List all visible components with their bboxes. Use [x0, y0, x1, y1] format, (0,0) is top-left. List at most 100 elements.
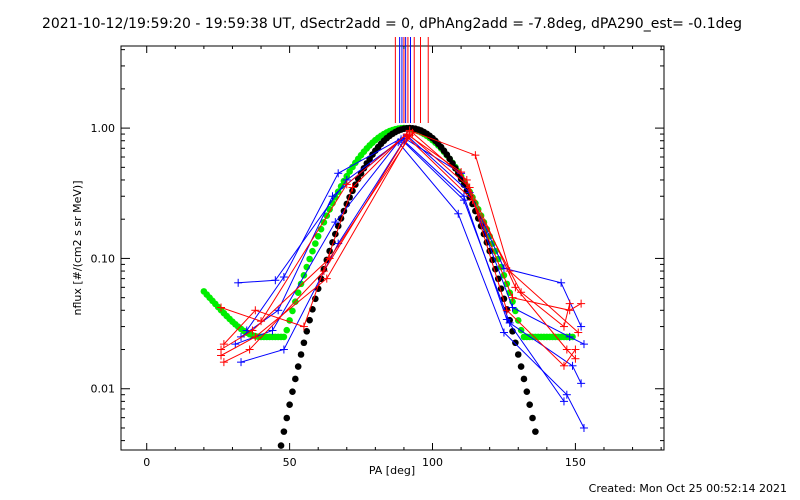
series-2-line	[240, 138, 582, 384]
x-tick-label-2: 100	[422, 456, 443, 469]
fit-curve-0-point	[340, 177, 348, 185]
fit-curve-1-point	[520, 375, 528, 383]
fit-curve-0-point	[289, 307, 296, 315]
fit-curve-0-point	[312, 240, 319, 247]
fit-curve-1-point	[283, 414, 291, 422]
series-8-point-0	[217, 351, 226, 360]
series-1-point-2	[334, 169, 343, 178]
series-9-point-0	[219, 358, 228, 367]
fit-curve-1-point	[297, 351, 305, 358]
series-1-point-7	[579, 340, 588, 349]
fit-curve-1-point	[300, 339, 308, 347]
fit-curve-1-point	[277, 442, 285, 449]
x-tick-label-1: 50	[283, 456, 297, 469]
series-3-line	[235, 141, 585, 429]
series-5-point-5	[508, 293, 517, 302]
series-8-point-1	[251, 332, 260, 341]
series-9-point-1	[245, 345, 254, 354]
series-3-point-7	[579, 423, 588, 432]
series-6-point-1	[251, 306, 260, 315]
series-1-line	[246, 134, 585, 345]
y-axis-ticks: 0.01 0.10 1.00	[91, 49, 664, 442]
series-8-line	[220, 134, 576, 360]
fit-curve-1-point	[523, 388, 531, 395]
series-3-point-6	[562, 390, 571, 399]
fit-curve-0-point	[314, 232, 322, 240]
x-tick-label-0: 0	[143, 456, 150, 469]
series-3-point-4	[454, 209, 463, 218]
fit-curve-1-point	[280, 428, 288, 435]
data-series	[217, 126, 588, 432]
x-axis-ticks: 0 50 100 150	[143, 46, 662, 469]
series-7-point-4	[462, 175, 471, 184]
fit-curve-1-point	[512, 339, 519, 347]
fit-curve-1-point	[526, 401, 533, 408]
y-axis-label: nflux [#/(cm2 s sr MeV)]	[71, 181, 84, 316]
series-9-point-2	[319, 267, 328, 276]
fit-curve-0-point	[512, 307, 519, 315]
fit-curve-0-point	[283, 326, 291, 334]
series-5-point-1	[257, 317, 266, 326]
series-5-point-2	[342, 180, 351, 189]
series-9-point-4	[468, 196, 477, 205]
series-3-point-1	[268, 326, 277, 335]
series-9-line	[223, 135, 571, 363]
series-0-point-7	[577, 322, 586, 331]
fit-curve-0-point	[306, 255, 313, 263]
series-4-point-6	[559, 397, 568, 406]
series-7-line	[220, 132, 576, 367]
series-0-point-6	[557, 278, 566, 287]
series-9-point-6	[559, 322, 568, 331]
series-6-point-5	[471, 151, 480, 160]
series-8-point-4	[465, 183, 474, 192]
series-0-line	[238, 137, 582, 327]
x-tick-label-3: 150	[565, 456, 586, 469]
plot-frame	[120, 45, 665, 451]
series-2-point-2	[328, 192, 337, 201]
fit-curve-0-point	[326, 206, 333, 213]
series-7-point-1	[248, 326, 257, 335]
series-6-line	[223, 129, 579, 345]
fit-curve-0-point	[294, 289, 302, 296]
fit-curve-1-point	[529, 414, 536, 422]
series-0-point-1	[271, 276, 280, 285]
fit-curves	[200, 124, 576, 449]
series-0-point-0	[234, 278, 243, 287]
fit-curve-1-point	[306, 316, 313, 324]
creation-timestamp: Created: Mon Oct 25 00:52:14 2021	[589, 482, 787, 495]
series-8-point-6	[562, 345, 571, 354]
fit-curve-1-point	[514, 351, 522, 358]
series-9-point-5	[517, 288, 526, 297]
series-4-point-1	[279, 345, 288, 354]
series-6-point-3	[348, 183, 357, 192]
fit-curve-1-point	[303, 327, 311, 335]
series-6-point-0	[219, 340, 228, 349]
series-2-point-1	[274, 306, 283, 315]
series-8-point-2	[322, 274, 331, 283]
series-5-point-0	[217, 303, 226, 312]
series-2-point-6	[568, 361, 577, 370]
fit-curve-1-point	[289, 388, 296, 395]
series-3-point-2	[331, 218, 340, 227]
series-3-point-5	[499, 328, 508, 337]
series-4-point-5	[502, 315, 511, 324]
y-tick-label-2: 1.00	[91, 122, 116, 135]
series-6-point-7	[574, 328, 583, 337]
series-2-point-7	[577, 379, 586, 388]
fit-curve-1-point	[532, 428, 539, 435]
series-5-point-7	[577, 299, 586, 308]
fit-curve-1-point	[346, 193, 353, 201]
fit-curve-1-point	[286, 401, 293, 408]
fit-curve-0-point	[309, 247, 316, 255]
plot-area: 0 50 100 150 0.01 0.10 1.00	[91, 37, 665, 469]
series-1-point-5	[508, 303, 517, 312]
fit-curve-0-point	[297, 280, 305, 288]
series-9-point-7	[565, 299, 574, 308]
y-tick-label-0: 0.01	[91, 383, 116, 396]
series-1-point-6	[565, 332, 574, 341]
fit-curve-1-point	[294, 363, 302, 370]
series-7-point-6	[559, 361, 568, 370]
series-4-point-4	[459, 192, 468, 201]
series-5-line	[220, 133, 582, 322]
series-7-point-7	[571, 345, 580, 354]
